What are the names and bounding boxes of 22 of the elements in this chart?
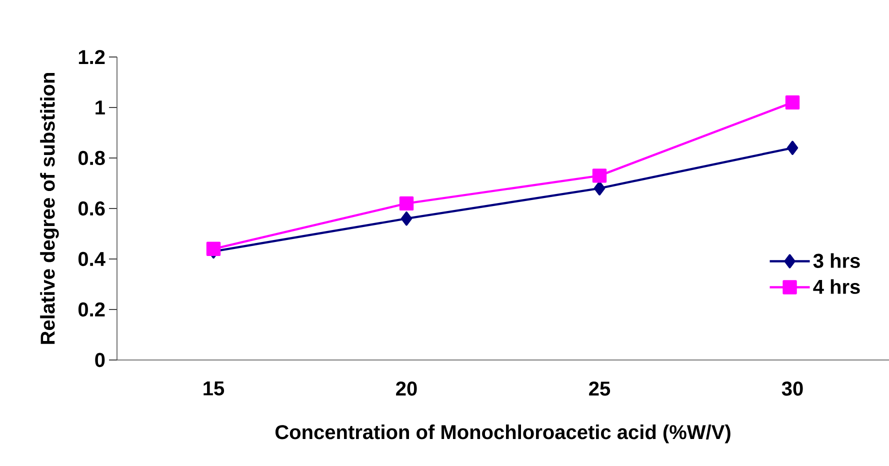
point — [786, 140, 798, 155]
x-tick-label: 25 — [589, 382, 610, 396]
y-tick-label: 0 — [95, 352, 105, 368]
point — [399, 196, 414, 211]
y-tick-label: 0.8 — [78, 150, 105, 166]
point — [206, 242, 221, 256]
point — [592, 168, 607, 183]
point — [594, 181, 606, 196]
legend-label: 3 hrs — [813, 253, 860, 268]
y-tick-label: 1.2 — [78, 50, 105, 64]
y-tick-label: 0.2 — [78, 302, 105, 317]
legend-label: 4 hrs — [813, 279, 860, 294]
x-tick-label: 20 — [396, 382, 417, 396]
point — [400, 212, 412, 226]
x-tick-label: 30 — [782, 382, 803, 396]
y-tick-label: 1 — [96, 100, 105, 114]
x-axis-title: Concentration of Monochloroacetic acid (%W/V) — [275, 424, 730, 444]
point — [785, 95, 800, 110]
y-axis-title: Relative degree of substition — [40, 73, 59, 344]
y-tick-label: 0.4 — [78, 252, 106, 266]
y-tick-label: 0.6 — [78, 201, 105, 216]
x-tick-label: 15 — [204, 382, 224, 396]
